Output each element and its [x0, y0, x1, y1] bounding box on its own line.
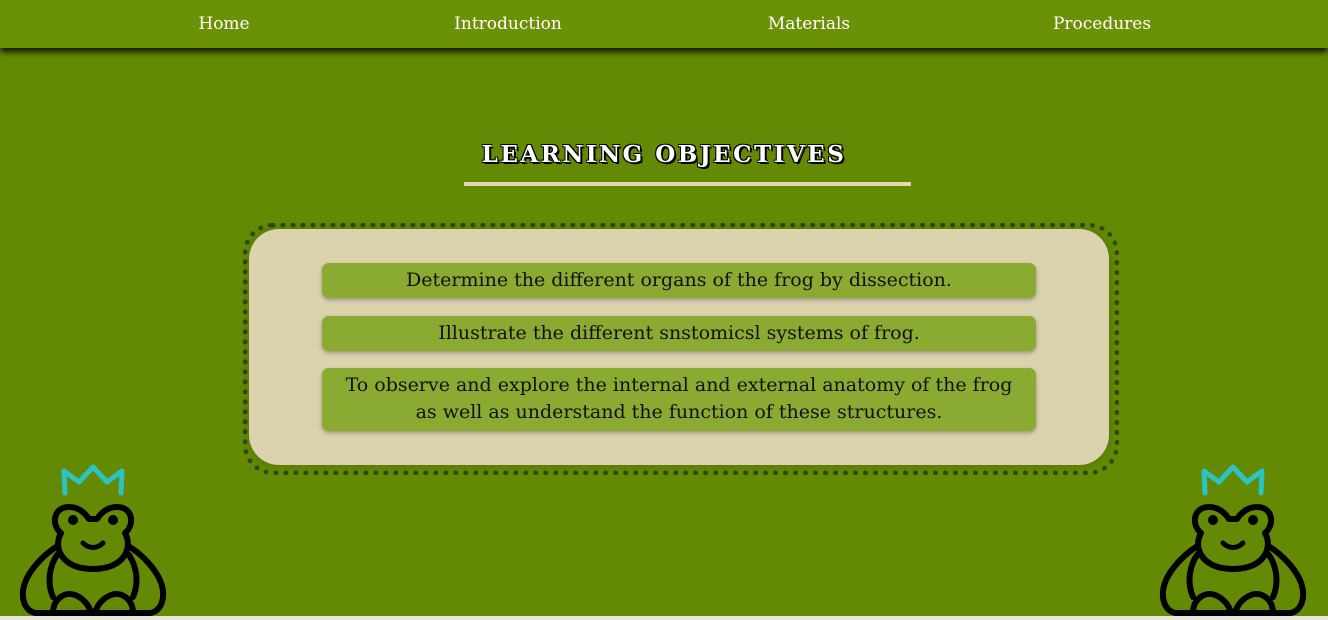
objectives-card-dotted-border — [243, 223, 1119, 475]
frog-prince-icon — [19, 464, 167, 616]
objective-item-2: Illustrate the different snstomicsl syst… — [322, 316, 1036, 351]
nav-procedures-link[interactable]: Procedures — [1052, 14, 1152, 34]
nav-home-link[interactable]: Home — [198, 14, 250, 34]
page-bottom-strip — [0, 616, 1328, 620]
nav-introduction-link[interactable]: Introduction — [454, 14, 562, 34]
section-title: LEARNING OBJECTIVES — [481, 141, 847, 168]
title-underline — [464, 182, 911, 186]
objective-item-3: To observe and explore the internal and … — [322, 368, 1036, 431]
frog-prince-icon — [1159, 464, 1307, 616]
objective-item-1: Determine the different organs of the fr… — [322, 263, 1036, 298]
nav-materials-link[interactable]: Materials — [767, 14, 851, 34]
top-navbar: Home Introduction Materials Procedures — [0, 0, 1328, 48]
